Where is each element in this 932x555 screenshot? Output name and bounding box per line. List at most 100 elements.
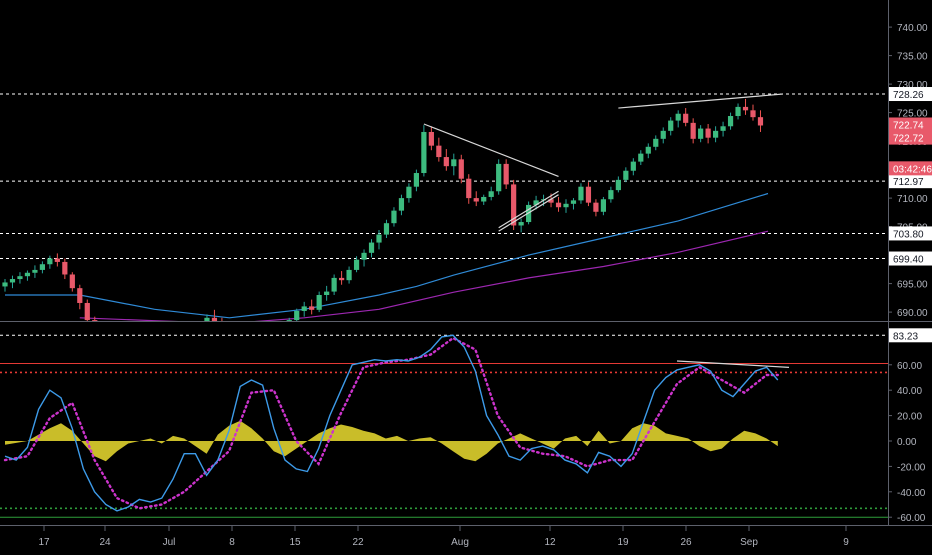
candle[interactable]: [638, 150, 644, 166]
candle[interactable]: [39, 261, 45, 274]
oscillator-trendline[interactable]: [676, 360, 790, 368]
candle[interactable]: [503, 159, 509, 189]
candle[interactable]: [294, 308, 300, 324]
candle[interactable]: [286, 317, 292, 332]
candle-body: [2, 282, 8, 287]
candle[interactable]: [757, 110, 764, 132]
candle[interactable]: [324, 285, 330, 301]
candle[interactable]: [727, 112, 734, 130]
trendline[interactable]: [423, 123, 559, 177]
candle[interactable]: [428, 126, 434, 151]
candle[interactable]: [466, 174, 472, 204]
candle[interactable]: [645, 143, 651, 159]
candle[interactable]: [750, 104, 756, 121]
candle-body: [563, 203, 569, 208]
oscillator-histogram: [5, 420, 778, 462]
candle[interactable]: [92, 316, 98, 336]
current-price-badge-text: 722.74: [893, 120, 924, 131]
candle[interactable]: [600, 196, 606, 216]
candle[interactable]: [69, 272, 75, 292]
candle[interactable]: [683, 108, 689, 127]
candle[interactable]: [705, 124, 711, 144]
candle-body: [615, 179, 621, 191]
candle[interactable]: [660, 127, 666, 144]
candle[interactable]: [451, 153, 457, 176]
candle[interactable]: [675, 110, 681, 128]
candle[interactable]: [488, 186, 494, 201]
candle[interactable]: [458, 154, 464, 184]
candle-body: [593, 202, 599, 212]
candle[interactable]: [742, 98, 749, 115]
candle[interactable]: [219, 317, 224, 333]
candle[interactable]: [578, 183, 584, 204]
candle[interactable]: [623, 167, 629, 183]
candle[interactable]: [383, 219, 390, 238]
candle[interactable]: [211, 309, 218, 328]
price-panel[interactable]: [0, 93, 932, 354]
candle[interactable]: [585, 182, 592, 207]
candle[interactable]: [398, 194, 405, 216]
candle[interactable]: [698, 125, 704, 143]
candle[interactable]: [331, 274, 337, 295]
candle[interactable]: [653, 135, 659, 151]
candle[interactable]: [309, 299, 315, 315]
candle[interactable]: [376, 230, 382, 250]
candle[interactable]: [413, 169, 419, 192]
candle[interactable]: [2, 279, 8, 292]
candle[interactable]: [17, 272, 23, 284]
candle[interactable]: [301, 301, 307, 317]
candle[interactable]: [518, 218, 524, 233]
candle[interactable]: [9, 275, 16, 289]
candle[interactable]: [361, 249, 367, 267]
candle[interactable]: [555, 196, 562, 212]
candle-body: [698, 128, 704, 139]
candle[interactable]: [316, 291, 322, 313]
candle[interactable]: [481, 194, 487, 205]
candle[interactable]: [496, 159, 502, 195]
candle[interactable]: [593, 199, 599, 217]
candle[interactable]: [690, 118, 696, 144]
time-axis[interactable]: 17 24 Jul 8 15 22 Aug 12 19 26 Sep 9: [38, 526, 849, 548]
candle[interactable]: [735, 103, 741, 120]
candle[interactable]: [346, 266, 352, 284]
candle[interactable]: [473, 191, 479, 207]
candle[interactable]: [77, 284, 83, 310]
candle[interactable]: [668, 117, 674, 136]
candle[interactable]: [563, 199, 569, 213]
candle[interactable]: [406, 183, 412, 203]
candle[interactable]: [24, 270, 31, 281]
candle[interactable]: [84, 299, 90, 326]
candle[interactable]: [713, 126, 719, 143]
candle[interactable]: [353, 256, 360, 273]
candle[interactable]: [368, 239, 375, 258]
candle[interactable]: [570, 198, 577, 210]
candle[interactable]: [421, 125, 427, 177]
candle[interactable]: [47, 255, 53, 269]
candle[interactable]: [391, 207, 397, 227]
candle-body: [346, 269, 352, 281]
candle[interactable]: [720, 121, 726, 137]
candle[interactable]: [443, 149, 449, 171]
candle-body: [473, 198, 479, 202]
candle[interactable]: [630, 158, 636, 176]
candle[interactable]: [62, 258, 68, 280]
candle[interactable]: [533, 195, 539, 210]
price-tick-label: 695.00: [897, 280, 928, 291]
candle-body: [735, 106, 741, 117]
candle[interactable]: [436, 137, 442, 162]
trendline[interactable]: [498, 194, 559, 232]
candle[interactable]: [339, 271, 345, 285]
candle-body: [683, 113, 689, 123]
candle[interactable]: [615, 176, 621, 193]
oscillator-panel[interactable]: [0, 334, 932, 526]
trendline[interactable]: [618, 93, 783, 109]
candle[interactable]: [32, 265, 38, 278]
oscillator-level-badge-text: 83.23: [893, 331, 918, 342]
trendline[interactable]: [498, 190, 559, 229]
candle[interactable]: [204, 314, 210, 329]
candle[interactable]: [608, 186, 614, 203]
candle[interactable]: [54, 253, 60, 267]
candle-body: [413, 173, 419, 187]
